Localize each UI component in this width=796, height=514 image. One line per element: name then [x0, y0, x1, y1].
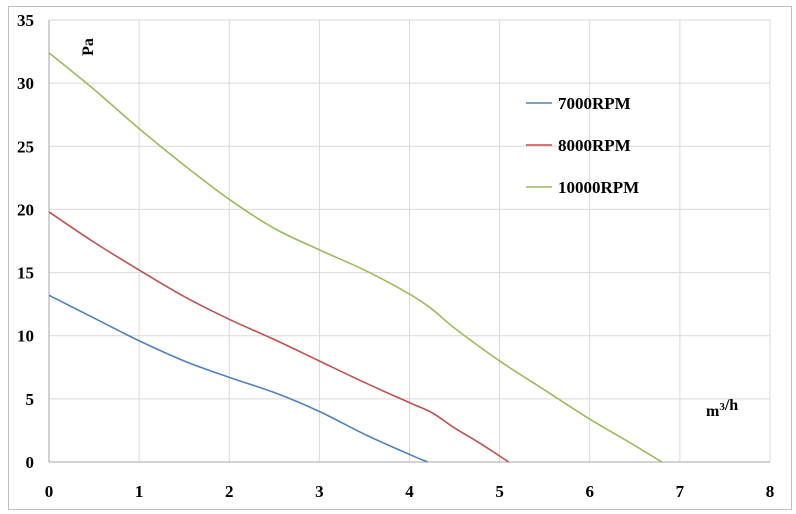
- grid-layer: [48, 19, 771, 463]
- y-tick-label: 0: [26, 453, 35, 472]
- series-line-7000rpm: [48, 294, 428, 463]
- y-tick-label: 15: [17, 264, 34, 283]
- x-tick-label: 8: [766, 482, 775, 501]
- legend: 7000RPM 8000RPM 10000RPM: [526, 94, 639, 197]
- x-axis-label: m3/h: [706, 397, 738, 420]
- y-axis-label: Pa: [80, 38, 97, 56]
- y-tick-label: 35: [17, 11, 34, 30]
- x-tick-label: 1: [135, 482, 144, 501]
- x-tick-label: 0: [45, 482, 54, 501]
- legend-label: 10000RPM: [558, 178, 639, 197]
- y-tick-label: 25: [17, 137, 34, 156]
- x-tick-label: 5: [495, 482, 504, 501]
- y-tick-label: 20: [17, 200, 34, 219]
- legend-label: 8000RPM: [558, 136, 631, 155]
- legend-label: 7000RPM: [558, 94, 631, 113]
- y-tick-label: 10: [17, 327, 34, 346]
- x-tick-label: 3: [315, 482, 324, 501]
- x-tick-label: 6: [586, 482, 595, 501]
- y-tick-label: 30: [17, 74, 34, 93]
- x-tick-label: 4: [405, 482, 414, 501]
- x-tick-label: 2: [225, 482, 234, 501]
- series-line-10000rpm: [48, 52, 663, 463]
- x-tick-label: 7: [676, 482, 685, 501]
- tick-layer: 0 1 2 3 4 5 6 7 8 0 5 10 15 20 25 30 35: [17, 11, 774, 501]
- series-line-8000rpm: [48, 211, 510, 463]
- series-layer: [48, 52, 663, 463]
- y-tick-label: 5: [26, 390, 35, 409]
